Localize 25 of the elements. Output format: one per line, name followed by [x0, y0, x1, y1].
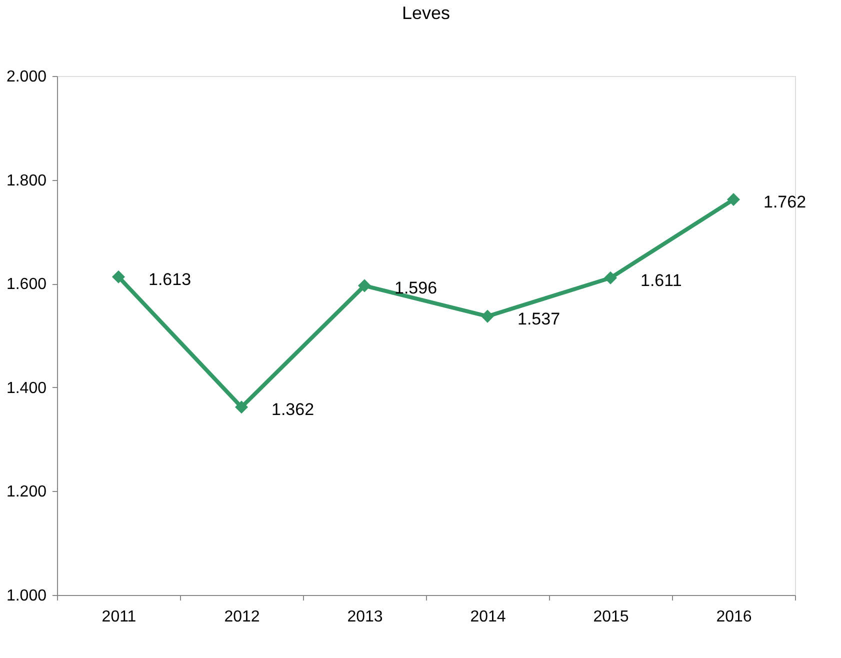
- y-tick-label: 1.400: [6, 380, 47, 397]
- x-tick-label: 2015: [593, 608, 629, 626]
- point: [604, 271, 618, 284]
- chart-title: Leves: [402, 3, 450, 23]
- x-tick-label: 2011: [102, 608, 136, 626]
- data-label: 1.537: [518, 309, 560, 328]
- y-tick-label: 1.200: [6, 484, 47, 501]
- x-tick-label: 2013: [347, 608, 383, 626]
- x-tick-label: 2014: [470, 608, 506, 626]
- point: [358, 279, 372, 292]
- point: [726, 193, 740, 206]
- y-tick-label: 1.600: [6, 276, 47, 294]
- y-tick-label: 2.000: [6, 68, 47, 86]
- x-tick-label: 2012: [224, 608, 260, 626]
- data-label: 1.762: [764, 192, 806, 212]
- y-tick-label: 1.000: [6, 588, 47, 604]
- y-tick-label: 1.800: [6, 172, 47, 190]
- data-label: 1.613: [148, 270, 192, 289]
- x-tick-label: 2016: [716, 608, 752, 626]
- data-label: 1.362: [272, 400, 314, 420]
- point: [112, 270, 126, 284]
- data-label: 1.611: [640, 270, 682, 290]
- point: [234, 400, 248, 414]
- point: [480, 310, 494, 323]
- data-label: 1.596: [394, 278, 438, 298]
